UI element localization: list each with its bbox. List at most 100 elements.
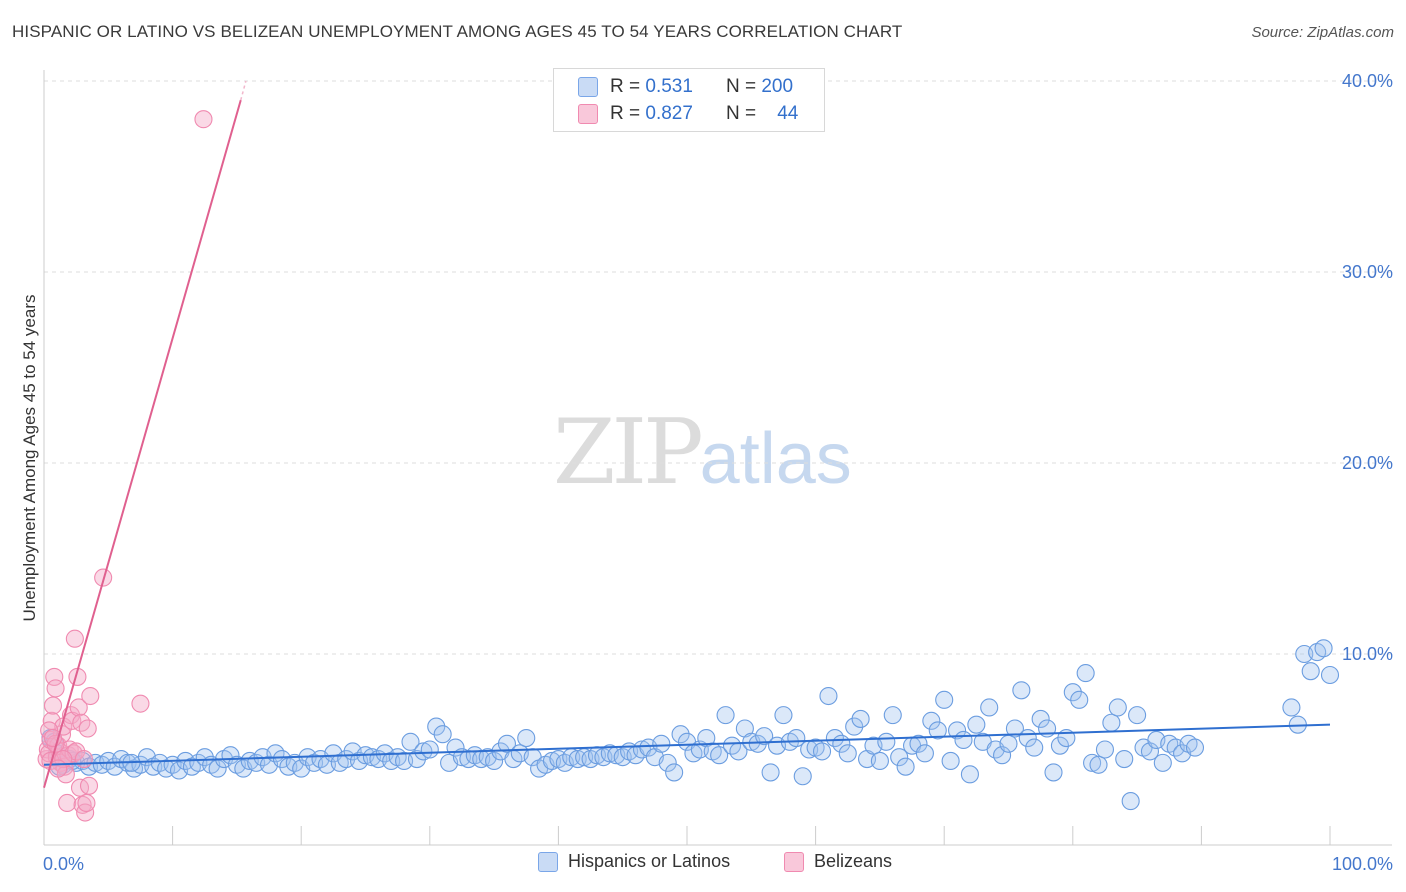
data-point-hispanics <box>420 740 439 759</box>
watermark: ZIPatlas <box>553 400 852 505</box>
data-point-hispanics <box>517 728 536 748</box>
data-point-belizeans <box>65 629 84 648</box>
y-tick-label: 40.0% <box>1342 71 1393 91</box>
data-point-hispanics <box>922 711 941 730</box>
legend-r-value: 0.827 <box>645 103 693 124</box>
legend-r-value: 0.531 <box>645 76 693 97</box>
data-point-belizeans <box>81 686 100 706</box>
data-point-hispanics <box>1063 683 1082 702</box>
bottom-legend-swatch-blue <box>538 851 558 872</box>
x-tick-label: 100.0% <box>1332 854 1393 874</box>
legend-row-hispanics: R = 0.531 N = 200 <box>578 75 793 99</box>
data-point-hispanics <box>896 757 915 776</box>
legend-r-label: R = <box>610 103 641 124</box>
trend-line-hispanics <box>43 723 1331 766</box>
data-point-hispanics <box>1089 755 1108 774</box>
data-point-hispanics <box>710 746 729 765</box>
series-hispanics-points <box>41 639 1340 811</box>
legend-row-belizeans: R = 0.827 N = 44 <box>578 102 798 126</box>
legend-swatch-pink <box>578 104 598 124</box>
data-point-hispanics <box>401 732 420 751</box>
data-point-hispanics <box>870 751 889 771</box>
bottom-legend-label: Belizeans <box>814 851 893 871</box>
data-point-hispanics <box>774 706 793 725</box>
data-point-hispanics <box>851 709 870 728</box>
data-point-belizeans <box>46 679 65 698</box>
bottom-legend-label: Hispanics or Latinos <box>568 851 731 871</box>
data-point-belizeans <box>70 778 90 797</box>
data-point-hispanics <box>1050 736 1069 755</box>
data-point-hispanics <box>414 742 433 761</box>
data-point-hispanics <box>1140 742 1160 761</box>
data-point-hispanics <box>671 725 690 744</box>
data-point-hispanics <box>761 763 780 782</box>
data-point-hispanics <box>967 715 986 734</box>
data-point-hispanics <box>935 690 954 709</box>
watermark-atlas: atlas <box>699 419 852 499</box>
bottom-legend-belizeans: Belizeans <box>784 851 892 872</box>
data-point-hispanics <box>1320 665 1340 685</box>
x-tick-label: 0.0% <box>43 854 84 874</box>
data-point-hispanics <box>716 706 735 725</box>
data-point-hispanics <box>497 734 517 753</box>
data-point-hispanics <box>960 765 979 784</box>
source-credit: Source: ZipAtlas.com <box>1251 24 1394 41</box>
legend-n-value: 44 <box>777 103 799 124</box>
data-point-hispanics <box>1121 792 1140 811</box>
data-point-hispanics <box>928 721 947 740</box>
data-point-belizeans <box>64 744 83 763</box>
data-point-hispanics <box>1076 664 1095 683</box>
data-point-hispanics <box>954 730 973 750</box>
data-point-hispanics <box>1031 709 1050 728</box>
data-point-belizeans <box>131 694 150 713</box>
data-point-hispanics <box>665 763 684 782</box>
data-point-hispanics <box>1301 662 1320 681</box>
data-point-hispanics <box>1153 753 1172 772</box>
data-point-hispanics <box>1025 738 1044 757</box>
legend-r-label: R = <box>610 76 641 97</box>
data-point-hispanics <box>999 734 1018 753</box>
trend-lines <box>43 80 1331 788</box>
data-point-hispanics <box>1115 749 1134 769</box>
data-point-hispanics <box>838 744 857 763</box>
data-point-hispanics <box>1185 738 1205 757</box>
axes <box>43 70 1392 846</box>
data-point-belizeans <box>76 803 95 822</box>
y-tick-label: 30.0% <box>1342 262 1393 282</box>
gridlines <box>44 80 1392 655</box>
axis-ticks: 10.0% 20.0% 30.0% 40.0% 0.0% 100.0% <box>43 71 1393 874</box>
data-point-hispanics <box>1108 698 1127 717</box>
data-point-hispanics <box>485 751 504 771</box>
legend-n-label: N = <box>725 76 757 97</box>
data-point-hispanics <box>845 717 864 736</box>
data-point-hispanics <box>890 748 909 767</box>
data-point-hispanics <box>877 732 896 751</box>
data-point-belizeans <box>74 749 93 769</box>
y-tick-label: 10.0% <box>1342 644 1393 664</box>
data-point-hispanics <box>1005 719 1024 738</box>
data-point-hispanics <box>1095 740 1114 759</box>
data-point-hispanics <box>755 727 774 746</box>
data-point-hispanics <box>819 686 838 706</box>
data-point-belizeans <box>77 793 96 813</box>
data-point-hispanics <box>658 753 677 772</box>
data-point-hispanics <box>1012 681 1031 700</box>
legend-n-value: 200 <box>761 76 794 97</box>
bottom-legend-swatch-pink <box>784 851 804 872</box>
y-tick-label: 20.0% <box>1342 453 1393 473</box>
trend-line-belizeans <box>43 99 242 788</box>
data-point-hispanics <box>812 742 832 761</box>
data-point-hispanics <box>652 734 671 753</box>
trend-line-belizeans-extension <box>240 80 247 101</box>
data-point-hispanics <box>883 706 902 725</box>
legend-swatch-blue <box>578 77 598 97</box>
data-point-hispanics <box>941 751 960 771</box>
data-point-hispanics <box>1282 698 1301 717</box>
data-point-belizeans <box>43 696 63 715</box>
watermark-zip: ZIP <box>553 400 704 505</box>
data-point-hispanics <box>195 748 214 767</box>
data-point-hispanics <box>1070 690 1089 709</box>
data-point-hispanics <box>427 717 446 736</box>
legend-n-label: N = <box>725 103 757 124</box>
